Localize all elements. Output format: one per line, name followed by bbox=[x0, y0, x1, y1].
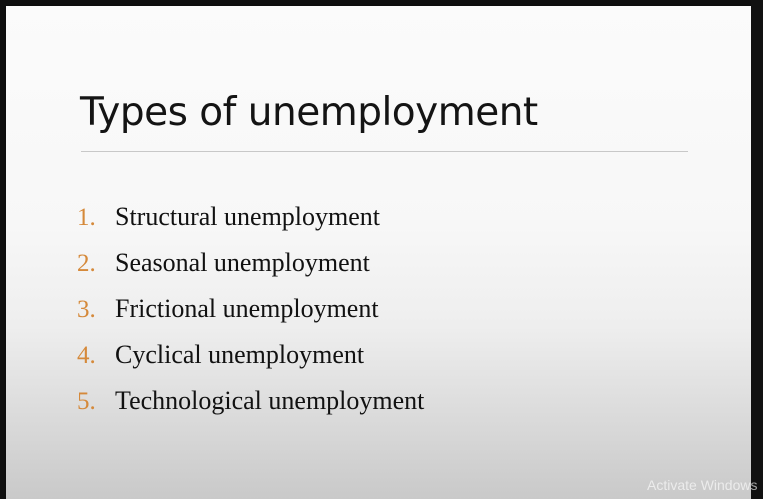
list-item-number: 4. bbox=[77, 342, 96, 369]
unemployment-types-list: 1. Structural unemployment 2. Seasonal u… bbox=[77, 202, 424, 432]
list-item-text: Seasonal unemployment bbox=[115, 248, 370, 277]
list-item: 5. Technological unemployment bbox=[77, 386, 424, 432]
list-item: 1. Structural unemployment bbox=[77, 202, 424, 248]
list-item-number: 5. bbox=[77, 388, 96, 415]
list-item-text: Cyclical unemployment bbox=[115, 340, 365, 369]
title-divider bbox=[81, 151, 688, 152]
list-item-number: 2. bbox=[77, 250, 96, 277]
list-item-number: 3. bbox=[77, 296, 96, 323]
slide-title: Types of unemployment bbox=[80, 90, 538, 135]
list-item: 4. Cyclical unemployment bbox=[77, 340, 424, 386]
list-item: 2. Seasonal unemployment bbox=[77, 248, 424, 294]
presentation-slide: Types of unemployment 1. Structural unem… bbox=[6, 6, 751, 499]
list-item: 3. Frictional unemployment bbox=[77, 294, 424, 340]
activate-windows-watermark: Activate Windows bbox=[647, 477, 758, 493]
list-item-text: Frictional unemployment bbox=[115, 294, 379, 323]
right-border bbox=[751, 0, 763, 499]
list-item-text: Technological unemployment bbox=[115, 386, 425, 415]
list-item-text: Structural unemployment bbox=[115, 202, 381, 231]
list-item-number: 1. bbox=[77, 204, 96, 231]
